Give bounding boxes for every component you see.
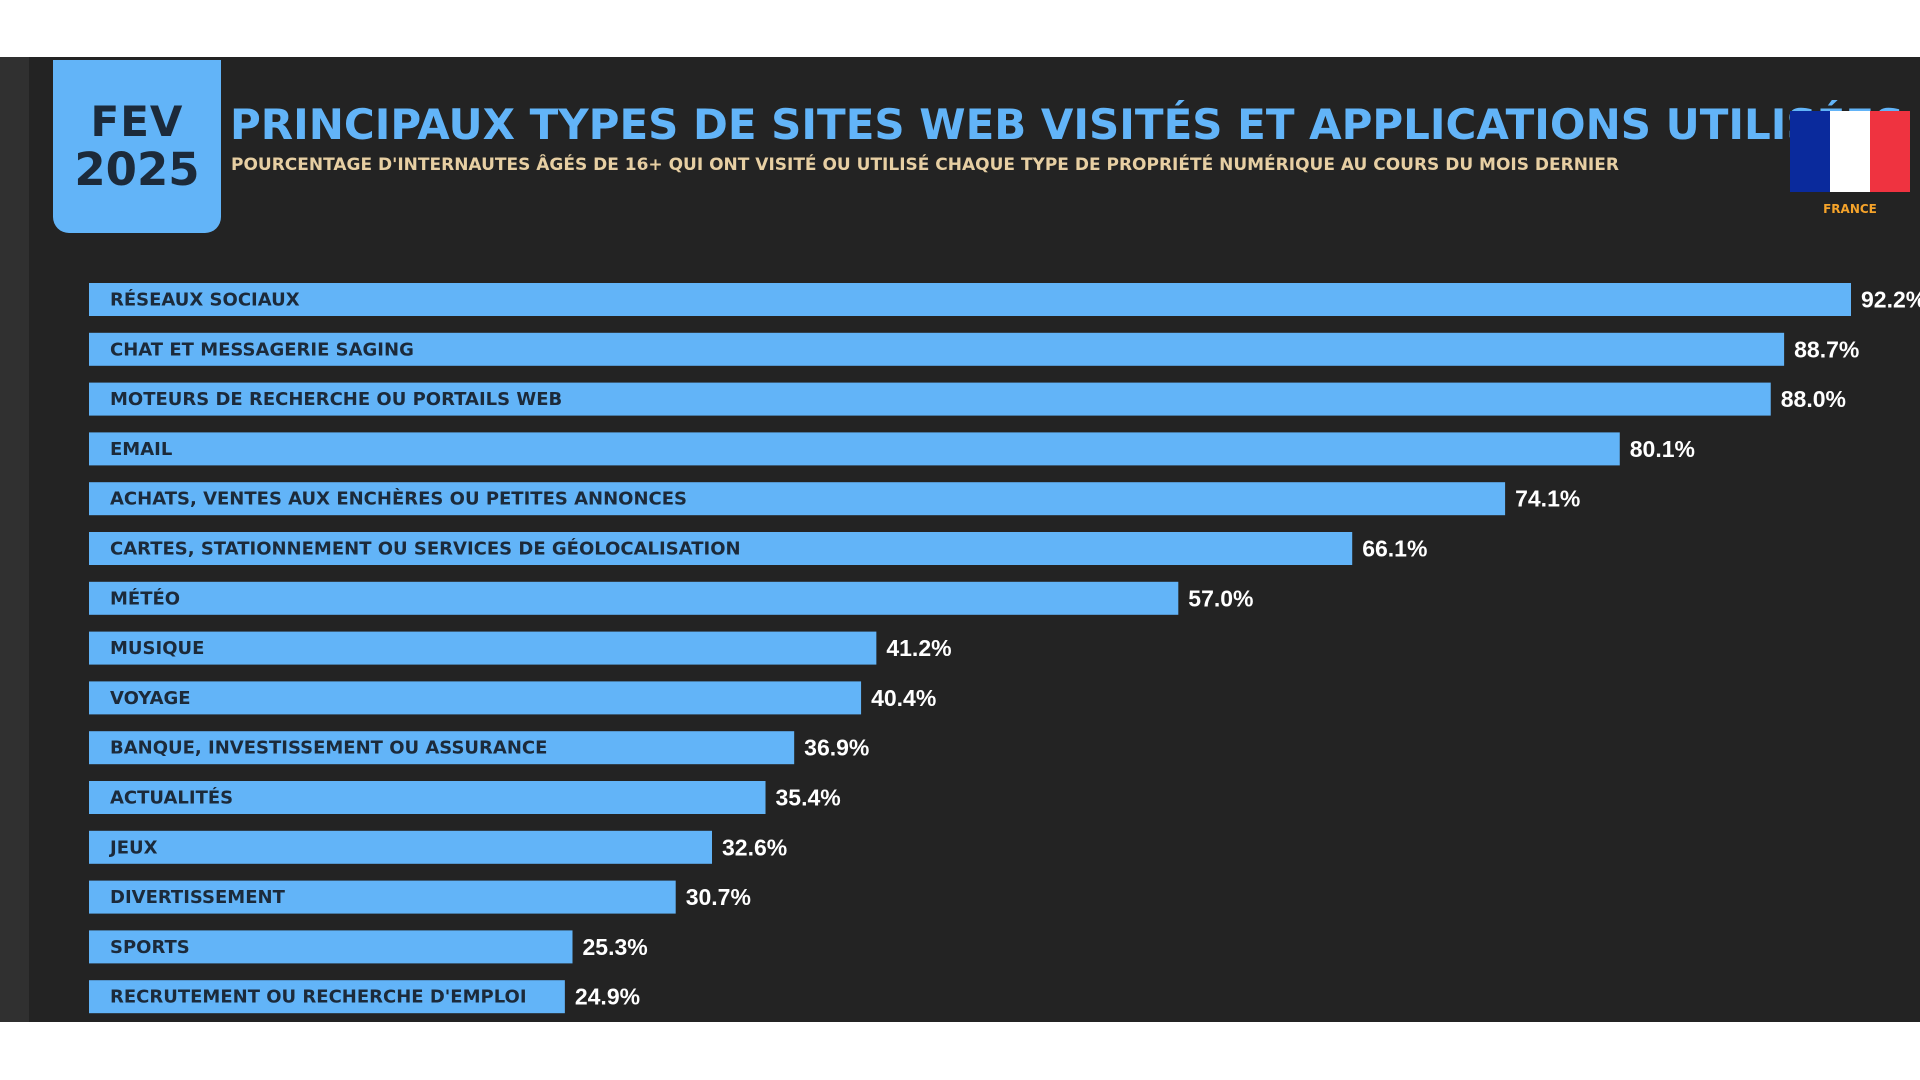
bar [89, 681, 862, 715]
bar-row: RECRUTEMENT OU RECHERCHE D'EMPLOI 24.9% [89, 980, 640, 1014]
bar-value-label: 35.4% [776, 785, 841, 811]
bar [89, 482, 1506, 516]
bar-value-label: 30.7% [686, 884, 751, 910]
bar-category-label: CHAT ET MESSAGERIE SAGING [110, 339, 414, 360]
bar-category-label: JEUX [108, 837, 158, 858]
bar-value-label: 88.7% [1794, 336, 1859, 362]
bar-category-label: ACTUALITÉS [110, 787, 233, 809]
bar-row: ACTUALITÉS 35.4% [89, 781, 841, 814]
bar [89, 532, 1353, 565]
bar-value-label: 92.2% [1861, 287, 1920, 313]
bar [89, 930, 573, 964]
bar [89, 830, 713, 864]
bar [89, 581, 1179, 615]
bar-value-label: 80.1% [1630, 436, 1695, 462]
bar-row: RÉSEAUX SOCIAUX 92.2% [89, 283, 1920, 316]
chart-subtitle: POURCENTAGE D'INTERNAUTES ÂGÉS DE 16+ QU… [231, 155, 1619, 175]
bar-category-label: DIVERTISSEMENT [110, 887, 286, 908]
bar-value-label: 24.9% [575, 984, 640, 1010]
bar-row: DIVERTISSEMENT 30.7% [89, 880, 751, 914]
bar-row: CHAT ET MESSAGERIE SAGING 88.7% [89, 332, 1859, 366]
bar-category-label: BANQUE, INVESTISSEMENT OU ASSURANCE [110, 738, 547, 759]
bar-value-label: 74.1% [1515, 486, 1580, 512]
bar-category-label: ACHATS, VENTES AUX ENCHÈRES OU PETITES A… [110, 488, 687, 510]
bar-category-label: VOYAGE [110, 688, 191, 709]
country-label: FRANCE [1823, 202, 1877, 216]
bar-value-label: 41.2% [886, 635, 951, 661]
bar-row: MUSIQUE 41.2% [89, 631, 952, 665]
bar-category-label: CARTES, STATIONNEMENT OU SERVICES DE GÉO… [110, 538, 741, 560]
chart-title: PRINCIPAUX TYPES DE SITES WEB VISITÉS ET… [230, 100, 1905, 149]
bar-row: EMAIL 80.1% [89, 432, 1695, 466]
bar [89, 880, 676, 914]
flag-stripe-red [1870, 111, 1910, 192]
bar [89, 980, 565, 1014]
bar-row: VOYAGE 40.4% [89, 681, 936, 715]
bar [89, 382, 1771, 416]
bar-row: BANQUE, INVESTISSEMENT OU ASSURANCE 36.9% [89, 731, 869, 765]
bar-category-label: MOTEURS DE RECHERCHE OU PORTAILS WEB [110, 389, 562, 410]
date-year: 2025 [74, 143, 200, 196]
bar-category-label: MÉTÉO [110, 587, 180, 609]
bar-value-label: 40.4% [871, 685, 936, 711]
bar-value-label: 36.9% [804, 735, 869, 761]
bar-category-label: MUSIQUE [110, 638, 204, 659]
bar-row: SPORTS 25.3% [89, 930, 648, 964]
bar-category-label: EMAIL [110, 439, 172, 460]
flag-stripe-white [1830, 111, 1870, 192]
bar-row: MÉTÉO 57.0% [89, 581, 1254, 615]
bar [89, 332, 1785, 366]
bar-category-label: SPORTS [110, 937, 190, 958]
bar-value-label: 66.1% [1362, 536, 1427, 562]
bar-row: CARTES, STATIONNEMENT OU SERVICES DE GÉO… [89, 532, 1427, 565]
bar-value-label: 88.0% [1781, 386, 1846, 412]
bar-value-label: 57.0% [1188, 585, 1253, 611]
date-month: FEV [90, 97, 184, 146]
bar [89, 283, 1851, 316]
bar-category-label: RÉSEAUX SOCIAUX [110, 289, 300, 311]
bar-value-label: 32.6% [722, 834, 787, 860]
bar-row: MOTEURS DE RECHERCHE OU PORTAILS WEB 88.0… [89, 382, 1846, 416]
bar-value-label: 25.3% [582, 934, 647, 960]
flag-stripe-blue [1790, 111, 1830, 192]
bar [89, 731, 795, 765]
date-badge: FEV 2025 [53, 60, 221, 233]
bar [89, 432, 1620, 466]
panel-edge [0, 57, 29, 1022]
bar-row: JEUX 32.6% [89, 830, 787, 864]
bar-category-label: RECRUTEMENT OU RECHERCHE D'EMPLOI [110, 987, 527, 1008]
bar [89, 631, 877, 665]
bar-row: ACHATS, VENTES AUX ENCHÈRES OU PETITES A… [89, 482, 1580, 516]
bar [89, 781, 766, 814]
france-flag-icon [1790, 111, 1910, 192]
